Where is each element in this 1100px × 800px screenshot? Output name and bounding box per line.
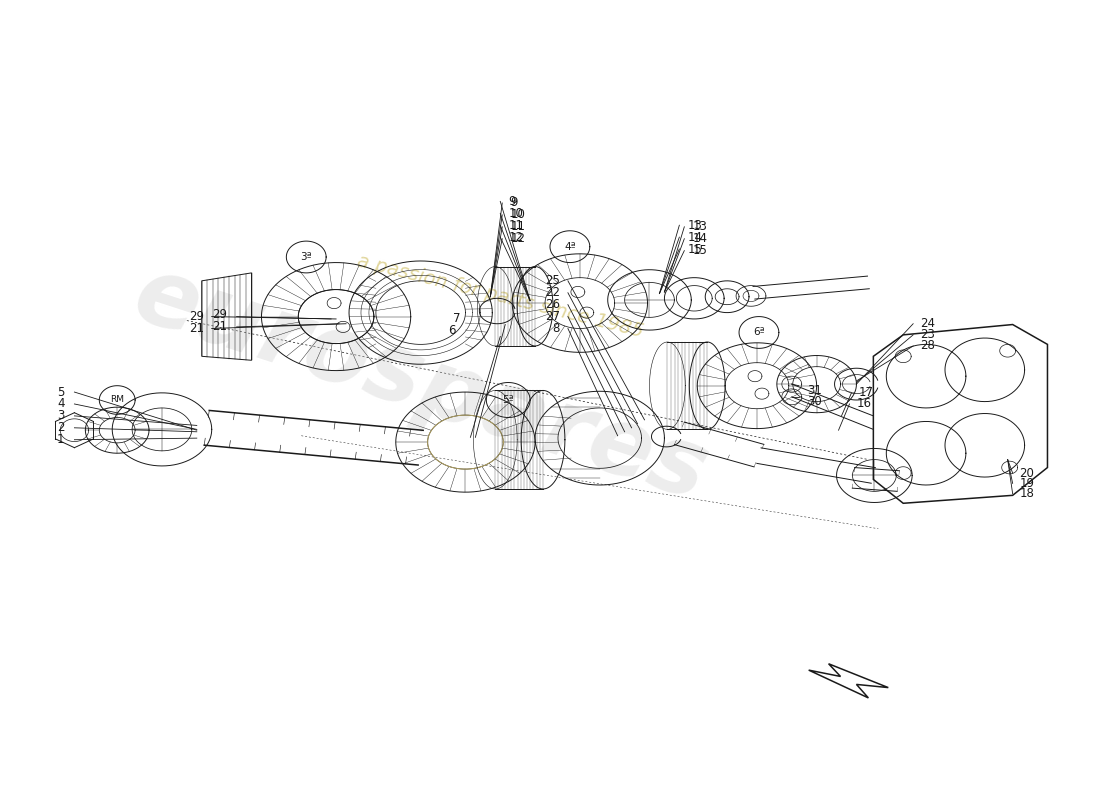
Text: 3ª: 3ª <box>300 252 312 262</box>
Text: 10: 10 <box>510 208 525 222</box>
Text: 2: 2 <box>57 422 65 434</box>
Text: 24: 24 <box>920 318 935 330</box>
Text: 4: 4 <box>57 398 65 410</box>
Text: 11: 11 <box>510 220 525 234</box>
Text: 13: 13 <box>688 218 702 232</box>
Text: 21: 21 <box>189 322 204 335</box>
Text: 20: 20 <box>1020 466 1034 479</box>
Text: 7: 7 <box>453 313 461 326</box>
Text: 5ª: 5ª <box>503 395 514 405</box>
Text: 30: 30 <box>806 395 822 408</box>
Text: a passion for parts since 1985: a passion for parts since 1985 <box>355 252 646 342</box>
Text: 25: 25 <box>546 274 560 287</box>
Text: 12: 12 <box>510 232 525 246</box>
Text: 6: 6 <box>448 323 455 337</box>
Text: 31: 31 <box>806 384 822 397</box>
Text: 28: 28 <box>920 339 935 353</box>
Text: 5: 5 <box>57 386 65 398</box>
Text: 15: 15 <box>688 242 702 255</box>
Text: 10: 10 <box>508 207 524 220</box>
Text: 4ª: 4ª <box>564 242 575 252</box>
Text: 3: 3 <box>57 410 65 422</box>
Text: eurospares: eurospares <box>122 248 719 520</box>
Text: 29: 29 <box>189 310 204 323</box>
Text: 15: 15 <box>692 244 707 257</box>
Text: 14: 14 <box>692 232 707 246</box>
Text: 19: 19 <box>1020 477 1035 490</box>
Text: 6ª: 6ª <box>754 327 764 338</box>
Text: 29: 29 <box>211 308 227 321</box>
Text: 13: 13 <box>692 220 707 234</box>
Text: 26: 26 <box>544 298 560 311</box>
Text: 11: 11 <box>508 218 524 232</box>
Text: 16: 16 <box>857 397 871 410</box>
Text: 21: 21 <box>211 321 227 334</box>
Text: 12: 12 <box>508 230 524 244</box>
Text: 23: 23 <box>920 328 935 342</box>
Text: 1: 1 <box>57 434 65 446</box>
Text: 9: 9 <box>510 197 518 210</box>
Text: 9: 9 <box>508 195 516 208</box>
Text: 27: 27 <box>544 310 560 323</box>
Text: 14: 14 <box>688 230 702 244</box>
Text: 8: 8 <box>552 322 560 335</box>
Text: 22: 22 <box>544 286 560 299</box>
Text: 18: 18 <box>1020 487 1034 500</box>
Text: 17: 17 <box>858 386 873 398</box>
Text: RM: RM <box>110 395 124 405</box>
